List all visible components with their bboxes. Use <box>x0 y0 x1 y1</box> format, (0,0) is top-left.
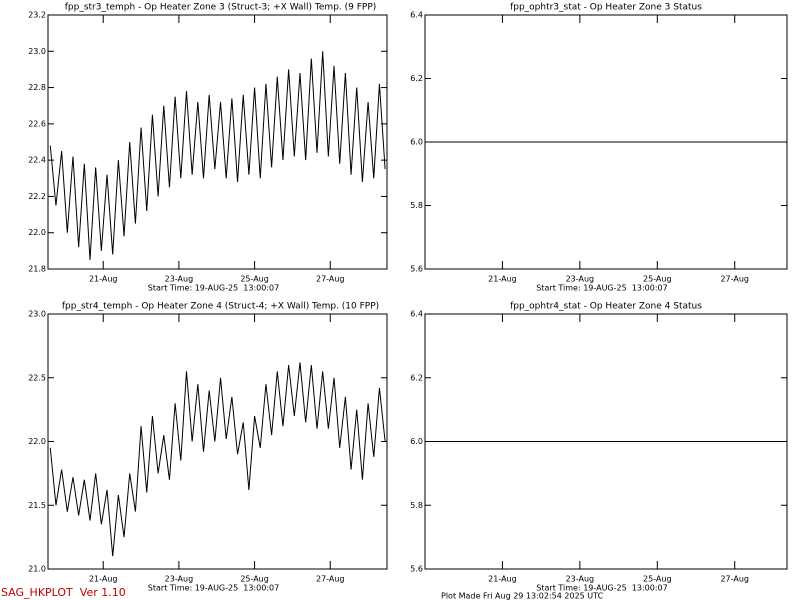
y-tick-label: 5.6 <box>410 265 423 274</box>
panel-title: fpp_ophtr3_stat - Op Heater Zone 3 Statu… <box>510 3 702 13</box>
y-tick-label: 5.6 <box>410 565 423 574</box>
y-tick-label: 22.5 <box>28 373 46 382</box>
y-tick-label: 6.2 <box>410 74 423 83</box>
x-tick-label: 25-Aug <box>643 275 672 284</box>
y-tick-label: 23.2 <box>28 11 46 20</box>
program-version: SAG_HKPLOT Ver 1.10 <box>1 586 126 599</box>
x-tick-label: 25-Aug <box>643 575 672 584</box>
y-tick-label: 22.0 <box>28 228 46 237</box>
data-line <box>49 362 386 557</box>
y-tick-label: 23.0 <box>28 310 46 319</box>
y-tick-label: 5.8 <box>410 501 423 510</box>
x-tick-label: 21-Aug <box>488 275 517 284</box>
y-tick-label: 21.8 <box>28 265 46 274</box>
y-tick-label: 22.0 <box>28 437 46 446</box>
plot-frame <box>47 313 388 570</box>
y-tick-label: 6.2 <box>410 373 423 382</box>
y-tick-label: 21.5 <box>28 501 46 510</box>
x-tick-label: 23-Aug <box>165 275 194 284</box>
x-tick-label: 23-Aug <box>165 575 194 584</box>
y-tick-label: 6.0 <box>410 437 423 446</box>
plot-frame <box>424 14 788 270</box>
x-tick-label: 23-Aug <box>566 275 595 284</box>
x-tick-label: 21-Aug <box>488 575 517 584</box>
panel-title: fpp_str3_temph - Op Heater Zone 3 (Struc… <box>65 3 377 13</box>
y-tick-label: 6.0 <box>410 138 423 147</box>
panel-title: fpp_str4_temph - Op Heater Zone 4 (Struc… <box>62 302 379 312</box>
start-time: Start Time: 19-AUG-25 13:00:07 <box>148 584 279 593</box>
x-tick-label: 27-Aug <box>720 275 749 284</box>
y-tick-label: 21.0 <box>28 565 46 574</box>
x-tick-label: 21-Aug <box>89 575 118 584</box>
start-time: Start Time: 19-AUG-25 13:00:07 <box>148 284 279 293</box>
x-tick-label: 27-Aug <box>316 275 345 284</box>
y-tick-label: 22.2 <box>28 192 46 201</box>
panel-title: fpp_ophtr4_stat - Op Heater Zone 4 Statu… <box>510 302 702 312</box>
data-line <box>49 51 386 260</box>
y-tick-label: 22.6 <box>28 119 46 128</box>
y-tick-label: 6.4 <box>410 310 423 319</box>
x-tick-label: 21-Aug <box>89 275 118 284</box>
y-tick-label: 6.4 <box>410 11 423 20</box>
x-tick-label: 27-Aug <box>720 575 749 584</box>
x-tick-label: 25-Aug <box>240 575 269 584</box>
y-tick-label: 22.8 <box>28 83 46 92</box>
plot-frame <box>47 14 388 270</box>
x-tick-label: 25-Aug <box>240 275 269 284</box>
start-time: Start Time: 19-AUG-25 13:00:07 <box>536 584 667 593</box>
x-tick-label: 27-Aug <box>316 575 345 584</box>
start-time: Start Time: 19-AUG-25 13:00:07 <box>536 284 667 293</box>
y-tick-label: 22.4 <box>28 156 46 165</box>
plot-frame <box>424 313 788 570</box>
x-tick-label: 23-Aug <box>566 575 595 584</box>
plot-made-time: Plot Made Fri Aug 29 13:02:54 2025 UTC <box>441 592 604 600</box>
y-tick-label: 5.8 <box>410 201 423 210</box>
y-tick-label: 23.0 <box>28 47 46 56</box>
